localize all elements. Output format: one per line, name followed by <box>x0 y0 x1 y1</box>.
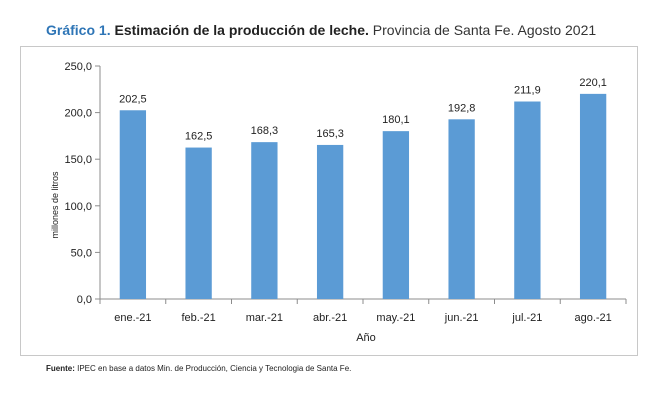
data-label: 180,1 <box>382 114 410 126</box>
x-axis-title: Año <box>356 332 376 344</box>
x-tick-label: jun.-21 <box>444 312 479 324</box>
bar <box>448 119 475 300</box>
x-tick-label: may.-21 <box>376 312 415 324</box>
x-tick-label: jul.-21 <box>511 312 542 324</box>
bar <box>514 101 541 299</box>
bar <box>185 147 212 299</box>
y-tick-label: 200,0 <box>64 108 92 120</box>
y-tick-label: 100,0 <box>64 201 92 213</box>
y-tick-label: 50,0 <box>71 247 92 259</box>
data-label: 162,5 <box>185 131 213 143</box>
bar <box>579 93 607 300</box>
x-tick-label: abr.-21 <box>313 312 347 324</box>
data-labels: 202,5 162,5 168,3 165,3 180,1 192,8 211,9 220,1 <box>119 77 607 143</box>
x-tick-label: ago.-21 <box>574 312 611 324</box>
x-tick-label: feb.-21 <box>182 312 216 324</box>
bar <box>251 142 278 299</box>
bar-chart: 0,0 50,0 100,0 150,0 200,0 250,0 ene.-21 feb.-… <box>50 61 627 344</box>
data-label: 211,9 <box>514 85 541 97</box>
data-label: 165,3 <box>316 128 344 140</box>
bar <box>119 110 147 300</box>
y-axis-title: millones de litros <box>50 171 60 239</box>
data-label: 220,1 <box>579 77 607 89</box>
data-label: 192,8 <box>448 102 476 114</box>
bar <box>316 144 344 299</box>
x-tick-label: ene.-21 <box>114 312 151 324</box>
bars <box>119 93 607 300</box>
y-tick-label: 0,0 <box>77 294 92 306</box>
x-axis: ene.-21 feb.-21 mar.-21 abr.-21 may.-21 jun.-… <box>99 298 627 324</box>
chart-title-subtitle: Provincia de Santa Fe. Agosto 2021 <box>372 22 597 38</box>
source-text: IPEC en base a datos Min. de Producción,… <box>77 364 352 373</box>
y-tick-label: 150,0 <box>64 154 92 166</box>
chart-title-label: Gráfico 1. <box>46 22 111 38</box>
y-tick-label: 250,0 <box>64 61 92 73</box>
data-label: 202,5 <box>119 93 147 105</box>
chart-title-main: Estimación de la producción de leche. <box>114 22 369 38</box>
source-label: Fuente: <box>46 364 75 373</box>
y-axis: 0,0 50,0 100,0 150,0 200,0 250,0 <box>64 61 101 306</box>
bar <box>382 131 410 299</box>
chart-frame <box>20 46 638 356</box>
source-note: Fuente: IPEC en base a datos Min. de Pro… <box>46 364 351 373</box>
chart-title: Gráfico 1. Estimación de la producción d… <box>46 22 596 38</box>
data-label: 168,3 <box>251 125 279 137</box>
x-tick-label: mar.-21 <box>246 312 283 324</box>
